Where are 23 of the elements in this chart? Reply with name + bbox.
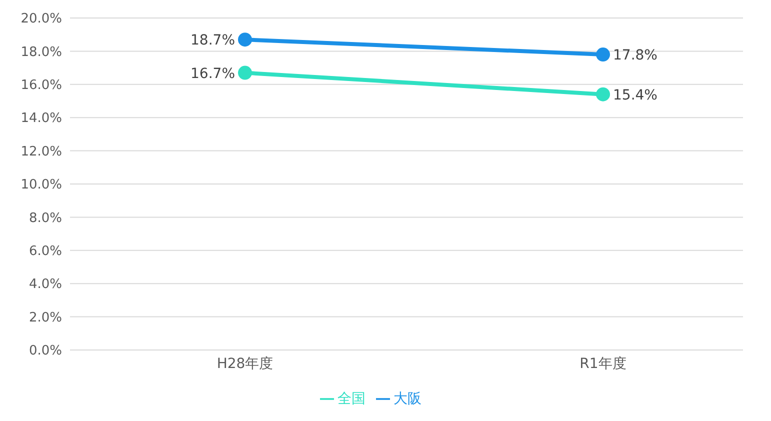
y-tick-label: 6.0% <box>28 244 62 260</box>
y-tick-label: 2.0% <box>28 310 62 326</box>
x-tick-label: H28年度 <box>216 356 274 372</box>
y-tick-label: 4.0% <box>28 277 62 292</box>
x-tick-label: R1年度 <box>580 356 626 372</box>
data-label: 18.7% <box>190 32 235 49</box>
y-tick-label: 10.0% <box>20 178 62 193</box>
y-tick-label: 12.0% <box>20 144 62 160</box>
y-tick-label: 8.0% <box>28 210 62 226</box>
legend-label: 大阪 <box>394 391 422 407</box>
point <box>238 66 252 80</box>
y-tick-label: 18.0% <box>20 44 62 60</box>
point <box>238 32 252 47</box>
y-tick-label: 20.0% <box>20 12 62 27</box>
data-label: 16.7% <box>190 66 235 82</box>
y-tick-label: 0.0% <box>28 344 62 359</box>
y-tick-label: 14.0% <box>20 111 62 126</box>
point <box>596 87 610 102</box>
data-label: 17.8% <box>613 48 658 64</box>
data-label: 15.4% <box>613 87 658 104</box>
y-tick-label: 16.0% <box>20 78 62 94</box>
point <box>596 48 610 62</box>
legend-label: 全国 <box>338 391 366 407</box>
